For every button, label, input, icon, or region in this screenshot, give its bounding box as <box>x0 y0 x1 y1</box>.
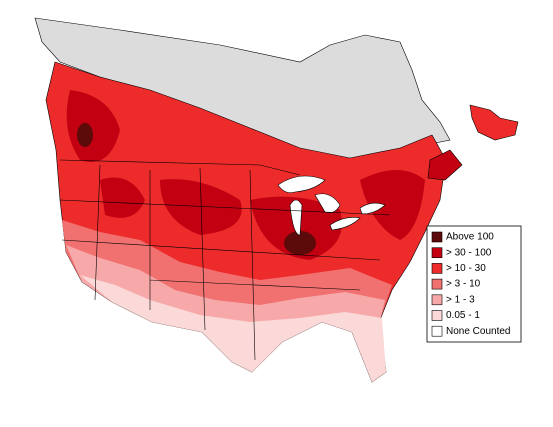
great-lakes <box>277 175 386 236</box>
legend-label: > 3 - 10 <box>446 279 481 290</box>
abundance-region <box>62 220 392 382</box>
legend-swatch <box>431 247 443 258</box>
legend-swatch <box>431 231 443 243</box>
abundance-region <box>66 245 386 382</box>
legend-swatch <box>431 325 443 337</box>
borders <box>59 159 391 361</box>
legend-label: Above 100 <box>446 232 494 243</box>
legend-swatch <box>431 263 443 274</box>
legend-swatch <box>431 310 443 321</box>
legend-label: 0.05 - 1 <box>446 310 480 321</box>
legend-box <box>426 225 522 343</box>
legend: Above 100 > 30 - 100 > 10 - 30 > 3 - 10 > 1 … <box>426 225 522 343</box>
map-regions <box>34 17 519 383</box>
abundance-region <box>77 123 93 147</box>
legend-label: None Counted <box>446 326 511 337</box>
abundance-region <box>66 90 426 260</box>
abundance-region <box>284 231 316 255</box>
legend-swatch <box>431 294 443 306</box>
legend-label: > 30 - 100 <box>446 247 492 258</box>
legend-swatch <box>431 278 443 290</box>
legend-label: > 1 - 3 <box>446 294 475 305</box>
abundance-region <box>80 275 386 382</box>
abundance-region <box>427 149 463 181</box>
legend-label: > 10 - 30 <box>446 263 486 274</box>
abundance-region <box>469 104 519 141</box>
